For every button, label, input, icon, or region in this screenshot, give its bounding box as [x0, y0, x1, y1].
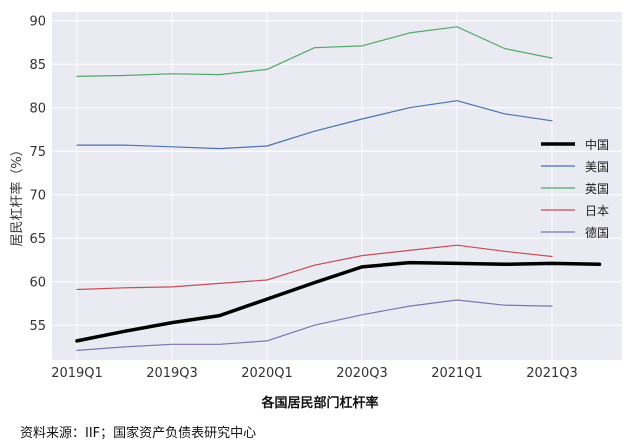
- x-tick-label: 2021Q1: [431, 366, 483, 381]
- y-axis-ticks: 55 60 65 70 75 80 85 90: [29, 15, 46, 335]
- grid: [52, 12, 622, 360]
- plot-background: [52, 12, 622, 360]
- legend-label: 美国: [585, 160, 609, 174]
- x-tick-label: 2021Q3: [526, 366, 578, 381]
- series-line-4: [76, 299, 553, 351]
- y-tick-label: 85: [29, 58, 46, 73]
- series-line-0: [75, 260, 602, 343]
- y-tick-label: 70: [29, 189, 46, 204]
- x-tick-label: 2020Q1: [241, 366, 293, 381]
- series-line-3: [76, 244, 553, 291]
- y-tick-label: 60: [29, 276, 46, 291]
- y-tick-label: 65: [29, 232, 46, 247]
- x-tick-label: 2019Q3: [146, 366, 198, 381]
- series-lines: [75, 26, 602, 351]
- legend-label: 德国: [585, 225, 609, 240]
- legend-label: 英国: [585, 182, 609, 196]
- y-tick-label: 75: [29, 145, 46, 160]
- series-line-1: [76, 100, 553, 150]
- y-axis-label: 居民杠杆率（%）: [9, 143, 25, 246]
- y-tick-label: 80: [29, 102, 46, 117]
- y-tick-label: 55: [29, 319, 46, 334]
- data-source-note: 资料来源：IIF；国家资产负债表研究中心: [20, 426, 257, 441]
- legend-label: 中国: [585, 137, 609, 152]
- x-tick-label: 2020Q3: [336, 366, 388, 381]
- figure-caption: 各国居民部门杠杆率: [261, 396, 379, 411]
- legend-label: 日本: [585, 204, 609, 218]
- series-line-2: [76, 26, 553, 78]
- y-tick-label: 90: [29, 15, 46, 30]
- x-axis-ticks: 2019Q1 2019Q3 2020Q1 2020Q3 2021Q1 2021Q3: [51, 366, 578, 381]
- x-tick-label: 2019Q1: [51, 366, 103, 381]
